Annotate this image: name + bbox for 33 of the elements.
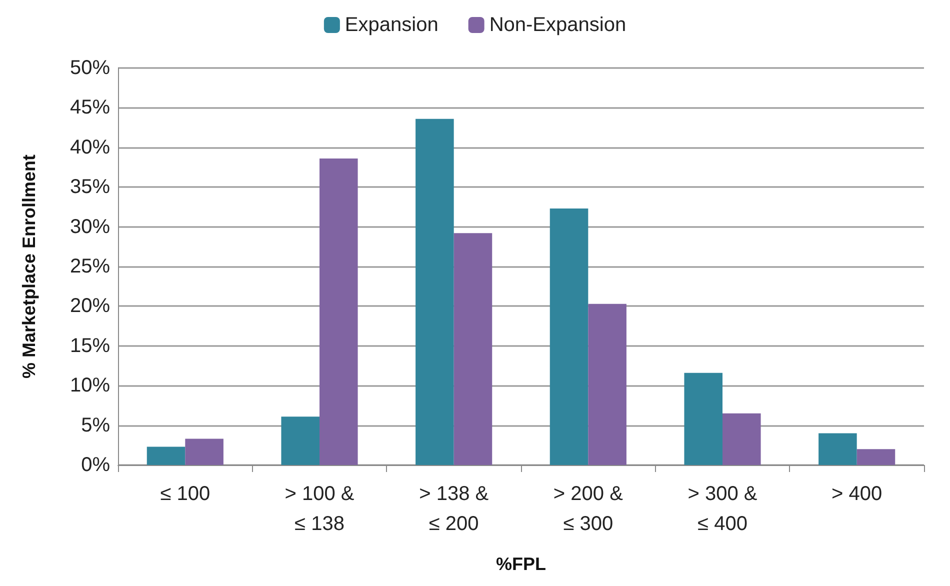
bar [146, 446, 186, 465]
y-tick-label: 25% [70, 256, 110, 278]
bar [185, 438, 224, 465]
x-tick-label: > 138 & ≤ 200 [419, 483, 490, 535]
y-tick-label: 20% [70, 295, 110, 318]
legend-label: Non-Expansion [489, 14, 626, 36]
bar [818, 433, 857, 465]
bar [588, 304, 626, 465]
y-tick-label: 10% [70, 374, 110, 397]
y-tick-label: 15% [70, 334, 110, 357]
y-tick-label: 45% [70, 96, 110, 119]
bar [281, 416, 320, 465]
y-tick-label: 40% [70, 136, 110, 158]
bar [856, 449, 896, 465]
x-tick-label: > 300 & ≤ 400 [688, 483, 758, 535]
x-tick-label: ≤ 100 [160, 483, 210, 505]
y-tick-label: 0% [81, 454, 110, 476]
bar [320, 158, 358, 465]
bar [416, 118, 454, 465]
x-tick-label: > 100 & ≤ 138 [284, 483, 355, 535]
bar [722, 413, 761, 465]
x-tick-label: > 200 & ≤ 300 [553, 483, 624, 535]
legend-label: Expansion [344, 14, 438, 36]
y-axis-title: % Marketplace Enrollment [19, 154, 39, 379]
y-tick-label: 5% [81, 414, 110, 436]
y-tick-label: 35% [70, 176, 110, 198]
bar [684, 372, 722, 465]
bar [550, 208, 588, 465]
x-tick-label: > 400 [832, 483, 882, 505]
y-tick-label: 50% [70, 57, 110, 79]
x-axis-title: %FPL [496, 554, 546, 574]
y-tick-label: 30% [70, 216, 110, 238]
bar [454, 233, 492, 465]
